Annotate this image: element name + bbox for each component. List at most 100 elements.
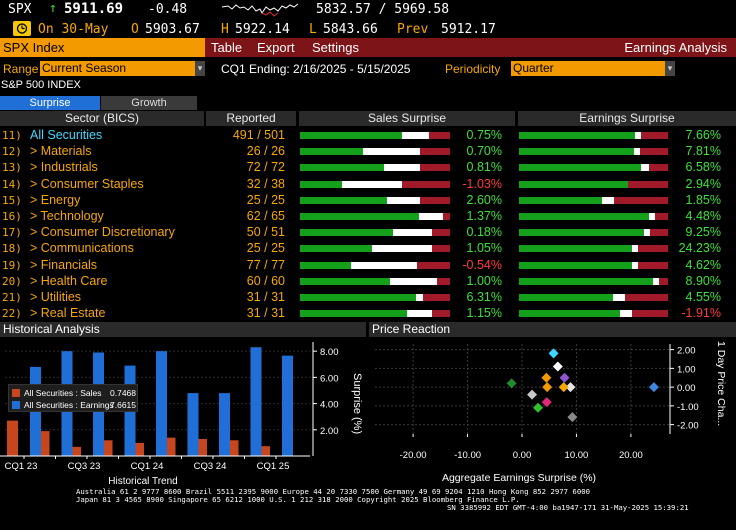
table-row[interactable]: 18) > Communications 25 / 25 1.05% 24.23% [0, 241, 736, 257]
scatter-point[interactable] [541, 372, 552, 383]
row-number[interactable]: 16) [2, 210, 22, 223]
inline-segment [342, 180, 402, 188]
sector-name[interactable]: > Consumer Discretionary [30, 225, 175, 240]
earnings-surprise-bar [519, 132, 668, 139]
row-number[interactable]: 12) [2, 145, 22, 159]
table-row[interactable]: 14) > Consumer Staples 32 / 38 -1.03% 2.94% [0, 177, 736, 193]
table-row[interactable]: 20) > Health Care 60 / 60 1.00% 8.90% [0, 274, 736, 290]
scatter-point[interactable] [648, 382, 659, 393]
table-row[interactable]: 16) > Technology 62 / 65 1.37% 4.48% [0, 209, 736, 225]
sector-name[interactable]: > Health Care [30, 273, 108, 288]
header-sales-surprise[interactable]: Sales Surprise [299, 111, 515, 126]
table-row[interactable]: 22) > Real Estate 31 / 31 1.15% -1.91% [0, 306, 736, 322]
chevron-down-icon[interactable]: ▾ [195, 61, 205, 76]
reported-count: 26 / 26 [246, 144, 285, 159]
security-field[interactable]: SPX Index [0, 38, 205, 57]
reported-count: 31 / 31 [246, 306, 285, 321]
sales-bar[interactable] [70, 446, 81, 456]
earnings-bar[interactable] [282, 355, 293, 456]
row-number[interactable]: 22) [2, 307, 22, 321]
table-row[interactable]: 13) > Industrials 72 / 72 0.81% 6.58% [0, 160, 736, 176]
miss-segment [432, 245, 450, 253]
table-row[interactable]: 15) > Energy 25 / 25 2.60% 1.85% [0, 193, 736, 209]
sector-name[interactable]: > Utilities [30, 290, 82, 304]
sales-bar[interactable] [227, 440, 239, 456]
inline-segment [620, 310, 633, 318]
scatter-point[interactable] [559, 372, 570, 383]
scatter-point[interactable] [533, 402, 544, 413]
scatter-point[interactable] [506, 378, 517, 389]
table-row[interactable]: 12) > Materials 26 / 26 0.70% 7.81% [0, 144, 736, 160]
historical-analysis-title: Historical Analysis [0, 322, 366, 337]
y-tick-label: 6.00 [320, 373, 339, 384]
table-row[interactable]: 21) > Utilities 31 / 31 6.31% 4.55% [0, 290, 736, 306]
alert-icon[interactable] [13, 21, 31, 36]
header-reported[interactable]: Reported [206, 111, 296, 126]
sector-name[interactable]: > Consumer Staples [30, 176, 144, 191]
miss-segment [402, 180, 450, 188]
reported-value: 62 [246, 209, 261, 223]
sales-bar[interactable] [133, 442, 144, 456]
row-number[interactable]: 17) [2, 226, 22, 240]
tab-surprise[interactable]: Surprise [0, 96, 100, 110]
scatter-point[interactable] [552, 361, 563, 372]
sales-bar[interactable] [101, 440, 113, 456]
sales-bar[interactable] [259, 446, 270, 456]
sector-name[interactable]: > Communications [30, 241, 134, 256]
menu-bar: SPX Index Table Export Settings Earnings… [0, 38, 736, 57]
row-number[interactable]: 11) [2, 129, 22, 142]
table-row[interactable]: 19) > Financials 77 / 77 -0.54% 4.62% [0, 258, 736, 274]
row-number[interactable]: 21) [2, 291, 22, 304]
sector-name[interactable]: > Technology [30, 209, 104, 223]
scatter-point[interactable] [542, 382, 553, 393]
menu-export[interactable]: Export [257, 40, 295, 55]
sector-name[interactable]: > Industrials [30, 160, 98, 175]
earnings-bar[interactable] [187, 393, 199, 456]
historical-chart: 2.00 4.00 6.00 8.00 CQ1 23 CQ3 23 CQ1 24 CQ3 24… [0, 342, 363, 486]
menu-table[interactable]: Table [211, 40, 243, 55]
x-tick-label: -10.00 [454, 450, 481, 461]
row-number[interactable]: 13) [2, 161, 22, 175]
row-number[interactable]: 15) [2, 193, 22, 207]
header-sector[interactable]: Sector (BICS) [0, 111, 204, 126]
header-earnings-surprise[interactable]: Earnings Surprise [518, 111, 736, 126]
beat-segment [300, 196, 387, 204]
scatter-point[interactable] [541, 397, 552, 408]
scatter-point[interactable] [558, 382, 569, 393]
row-number[interactable]: 19) [2, 258, 22, 272]
earnings-bar[interactable] [156, 351, 167, 456]
universe-label: S&P 500 INDEX [1, 79, 81, 91]
sector-name[interactable]: > Financials [30, 257, 98, 272]
ticker[interactable]: SPX [8, 2, 32, 17]
row-number[interactable]: 20) [2, 274, 22, 288]
sector-name[interactable]: > Real Estate [30, 306, 106, 321]
sector-name[interactable]: All Securities [30, 128, 103, 142]
table-row[interactable]: 11) All Securities 491 / 501 0.75% 7.66% [0, 128, 736, 144]
sales-bar[interactable] [164, 437, 176, 456]
table-row[interactable]: 17) > Consumer Discretionary 50 / 51 0.18% 9… [0, 225, 736, 241]
y-tick-label: 1.00 [677, 364, 696, 375]
sector-name[interactable]: > Energy [30, 192, 81, 207]
earnings-surprise-value: 2.94% [685, 176, 721, 191]
row-number[interactable]: 14) [2, 177, 22, 191]
scatter-point[interactable] [548, 348, 559, 359]
earnings-bar[interactable] [250, 347, 262, 456]
scatter-point[interactable] [567, 412, 578, 423]
reported-value: 491 [232, 128, 254, 142]
reported-value: 26 [246, 144, 261, 159]
y-axis-label: Surprise (%) [351, 373, 363, 434]
earnings-bar[interactable] [219, 393, 230, 456]
scatter-point[interactable] [565, 382, 576, 393]
sales-bar[interactable] [38, 431, 50, 456]
periodicity-select[interactable]: Quarter [511, 61, 665, 76]
tab-growth[interactable]: Growth [101, 96, 197, 110]
total-value: 26 [271, 144, 285, 159]
chevron-down-icon[interactable]: ▾ [665, 61, 675, 76]
sector-name[interactable]: > Materials [30, 144, 92, 159]
menu-settings[interactable]: Settings [312, 40, 359, 55]
sales-bar[interactable] [7, 420, 18, 456]
sales-bar[interactable] [196, 438, 207, 456]
range-select[interactable]: Current Season [40, 61, 195, 76]
row-number[interactable]: 18) [2, 242, 22, 256]
scatter-point[interactable] [527, 389, 538, 400]
